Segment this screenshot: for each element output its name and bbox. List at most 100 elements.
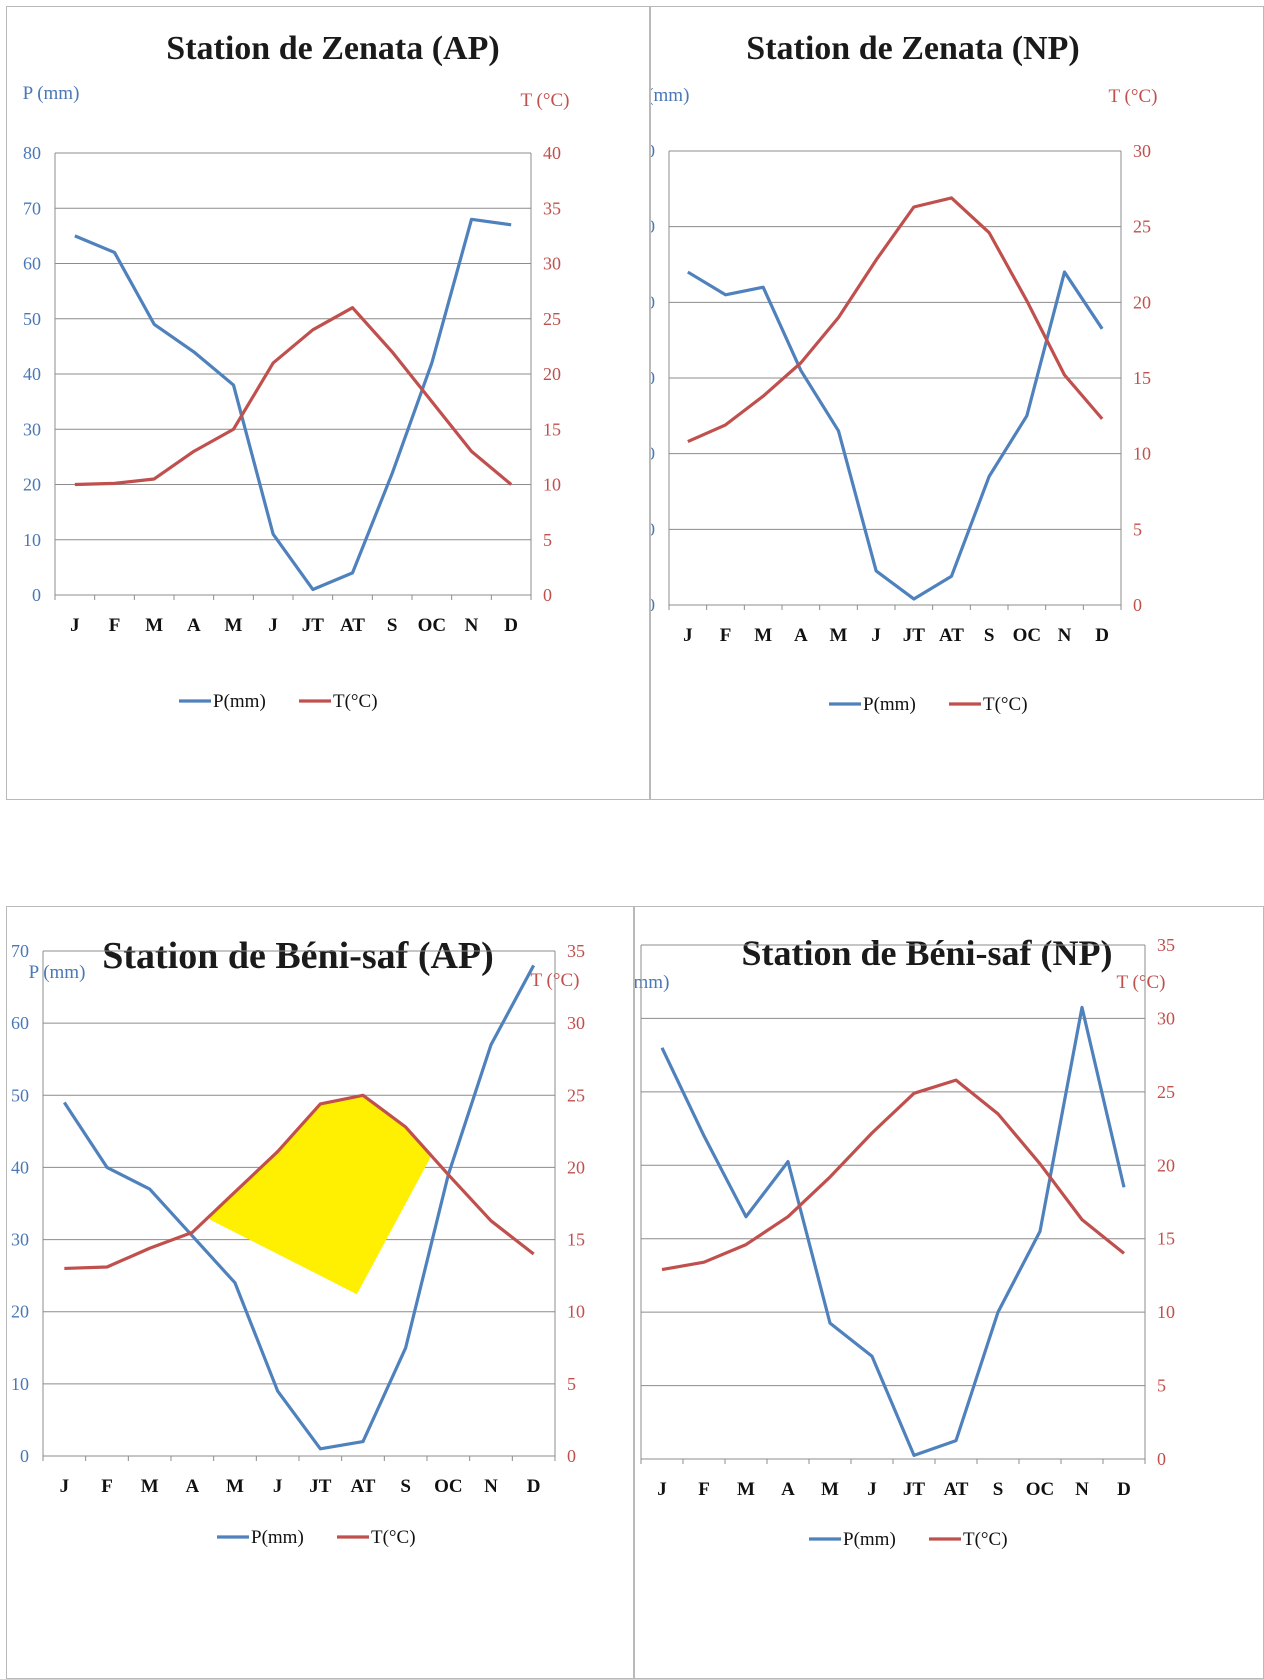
y-tick-label-temp: 20 [567, 1157, 585, 1177]
y-tick-label-temp: 15 [1157, 1229, 1175, 1249]
x-tick-label: M [821, 1479, 839, 1500]
y-tick-label-temp: 20 [1133, 292, 1151, 312]
x-tick-label: A [185, 1476, 199, 1497]
y-tick-label-precip: 60 [23, 254, 41, 274]
x-tick-label: J [268, 615, 278, 636]
x-tick-label: D [527, 1476, 541, 1497]
y-tick-label-precip: 30 [11, 1230, 29, 1250]
x-tick-label: N [484, 1476, 498, 1497]
legend-label-precip: P(mm) [843, 1529, 896, 1550]
legend-label-precip: P(mm) [863, 694, 916, 715]
y-axis-label-precip: P (mm) [635, 972, 669, 993]
x-tick-label: AT [351, 1476, 376, 1497]
y-tick-label-temp: 30 [1133, 141, 1151, 161]
x-tick-label: J [273, 1476, 283, 1497]
y-tick-label-precip: 40 [23, 364, 41, 384]
y-tick-label-temp: 25 [543, 309, 561, 329]
x-tick-label: N [465, 615, 479, 636]
y-tick-label-temp: 15 [567, 1230, 585, 1250]
y-tick-label-precip: 50 [651, 217, 655, 237]
chart-panel-zenata-ap: Station de Zenata (AP) P (mm) T (°C) 0 10 20 3… [6, 6, 650, 800]
y-tick-label-precip: 50 [11, 1085, 29, 1105]
x-tick-label: A [794, 625, 808, 646]
y-tick-label-precip: 30 [23, 419, 41, 439]
x-tick-label: S [387, 615, 398, 636]
x-tick-label: N [1075, 1479, 1089, 1500]
y-tick-label-precip: 10 [11, 1374, 29, 1394]
y-tick-label-temp: 10 [1133, 444, 1151, 464]
chart-panel-zenata-np: Station de Zenata (NP) P (mm) T (°C) 0 10 20 3… [650, 6, 1264, 800]
x-tick-label: M [737, 1479, 755, 1500]
x-tick-label: F [109, 615, 121, 636]
y-tick-label-temp: 15 [1133, 368, 1151, 388]
chart-title: Station de Béni-saf (AP) [102, 935, 494, 977]
precip-line [74, 217, 512, 592]
x-tick-label: OC [1013, 625, 1042, 646]
temp-line [74, 306, 513, 487]
y-tick-label-precip: 10 [651, 519, 655, 539]
x-tick-label: M [141, 1476, 159, 1497]
x-tick-label: JT [309, 1476, 332, 1497]
y-tick-label-temp: 0 [543, 585, 552, 605]
x-tick-label: F [698, 1479, 710, 1500]
chart-panel-benisaf-ap: Station de Béni-saf (AP) P (mm) T (°C) 0 10 2… [6, 906, 634, 1679]
x-tick-label: A [781, 1479, 795, 1500]
y-tick-label-precip: 30 [651, 368, 655, 388]
dry-period-area [208, 1095, 432, 1295]
y-tick-label-precip: 20 [11, 1302, 29, 1322]
y-tick-label-precip: 70 [23, 198, 41, 218]
y-tick-label-temp: 25 [1133, 217, 1151, 237]
temp-line [661, 1078, 1126, 1272]
chart-title: Station de Zenata (NP) [746, 30, 1079, 67]
chart-panel-benisaf-np: Station de Béni-saf (NP) P (mm) T (°C) 0 10 2… [634, 906, 1264, 1679]
chart-svg-benisaf-ap: Station de Béni-saf (AP)P (mm) T (°C)0102… [11, 935, 585, 1548]
y-tick-label-precip: 0 [32, 585, 41, 605]
x-tick-label: M [225, 615, 243, 636]
precip-line [687, 270, 1104, 601]
x-tick-label: OC [434, 1476, 463, 1497]
y-tick-label-temp: 15 [543, 419, 561, 439]
x-tick-label: D [504, 615, 518, 636]
x-tick-label: N [1058, 625, 1072, 646]
y-tick-label-precip: 50 [23, 309, 41, 329]
y-tick-label-temp: 35 [543, 198, 561, 218]
y-tick-label-temp: 25 [1157, 1082, 1175, 1102]
x-tick-label: J [867, 1479, 877, 1500]
x-tick-label: M [145, 615, 163, 636]
temp-line [64, 1093, 535, 1271]
x-tick-label: AT [944, 1479, 969, 1500]
chart-svg-benisaf-np: Station de Béni-saf (NP) P (mm) T (°C) 0 10 2… [635, 933, 1175, 1550]
x-tick-label: OC [1026, 1479, 1055, 1500]
x-tick-label: D [1117, 1479, 1131, 1500]
y-tick-label-temp: 25 [567, 1085, 585, 1105]
y-tick-label-temp: 5 [543, 530, 552, 550]
x-tick-label: F [720, 625, 732, 646]
y-tick-label-temp: 5 [567, 1374, 576, 1394]
chart-title: Station de Zenata (AP) [166, 30, 499, 67]
y-tick-label-temp: 20 [1157, 1155, 1175, 1175]
y-tick-label-temp: 35 [1157, 935, 1175, 955]
y-axis-label-precip: P (mm) [29, 962, 86, 983]
y-tick-label-temp: 30 [1157, 1008, 1175, 1028]
x-tick-label: J [70, 615, 80, 636]
y-tick-label-temp: 35 [567, 941, 585, 961]
precip-line [62, 964, 536, 1451]
x-tick-label: J [60, 1476, 70, 1497]
y-tick-label-temp: 40 [543, 143, 561, 163]
y-axis-label-precip: P (mm) [651, 85, 689, 106]
legend-label-precip: P(mm) [251, 1527, 304, 1548]
precip-line [660, 1005, 1126, 1457]
y-tick-label-temp: 30 [543, 254, 561, 274]
temp-line [687, 196, 1104, 444]
x-tick-label: OC [418, 615, 447, 636]
x-tick-label: S [993, 1479, 1004, 1500]
x-tick-label: J [683, 625, 693, 646]
y-tick-label-precip: 80 [23, 143, 41, 163]
y-tick-label-temp: 0 [1133, 595, 1142, 615]
x-tick-label: M [226, 1476, 244, 1497]
y-axis-label-temp: T (°C) [1117, 972, 1166, 993]
y-tick-label-precip: 40 [651, 292, 655, 312]
y-tick-label-precip: 20 [23, 475, 41, 495]
legend-label-temp: T(°C) [371, 1527, 416, 1548]
x-tick-label: S [400, 1476, 411, 1497]
